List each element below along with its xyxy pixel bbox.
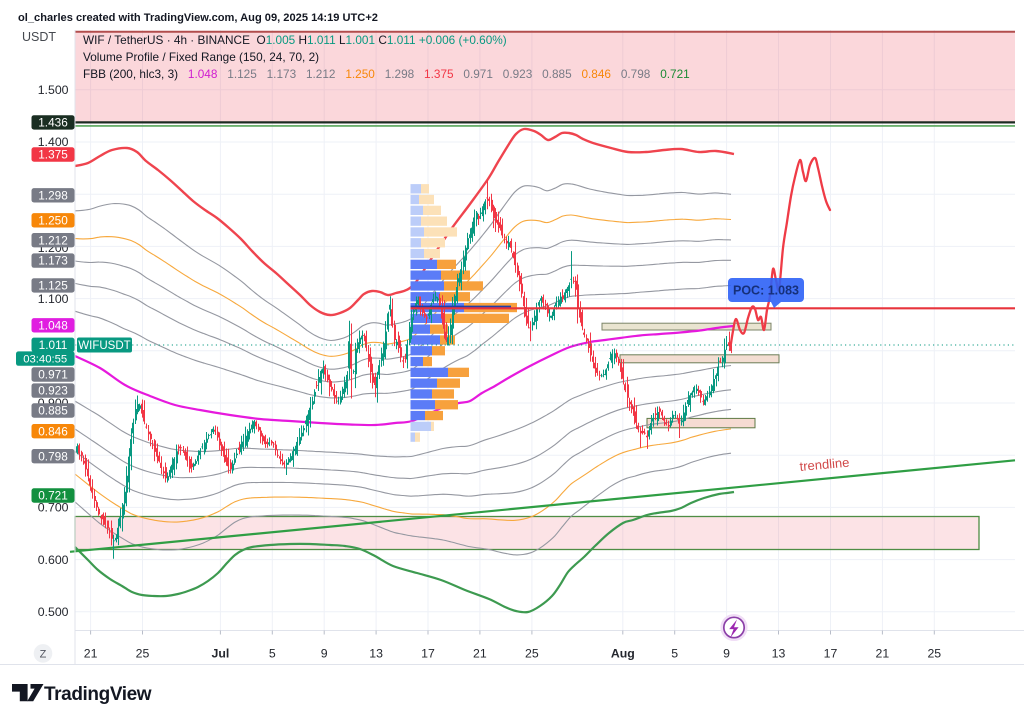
svg-text:POC: 1.083: POC: 1.083 [733, 284, 799, 298]
svg-text:17: 17 [824, 647, 838, 661]
svg-text:TradingView: TradingView [44, 684, 152, 705]
svg-text:USDT: USDT [22, 30, 56, 44]
svg-text:1.500: 1.500 [38, 83, 69, 97]
svg-text:0.700: 0.700 [38, 501, 69, 515]
svg-text:0.600: 0.600 [38, 553, 69, 567]
svg-text:03:40:55: 03:40:55 [23, 354, 67, 366]
svg-text:Z: Z [40, 649, 47, 661]
svg-text:ol_charles created with Tradin: ol_charles created with TradingView.com,… [18, 12, 378, 24]
svg-text:0.721: 0.721 [38, 489, 68, 503]
svg-text:1.011: 1.011 [39, 338, 68, 352]
svg-text:0.971: 0.971 [38, 368, 68, 382]
svg-text:1.375: 1.375 [38, 148, 68, 162]
svg-text:21: 21 [473, 647, 487, 661]
svg-text:17: 17 [421, 647, 435, 661]
svg-text:Aug: Aug [611, 647, 635, 661]
svg-text:21: 21 [876, 647, 890, 661]
svg-text:25: 25 [525, 647, 539, 661]
svg-text:25: 25 [136, 647, 150, 661]
svg-text:Jul: Jul [212, 647, 230, 661]
svg-text:WIF / TetherUS · 4h · BINANCE: WIF / TetherUS · 4h · BINANCE O1.005 H1.… [83, 33, 507, 47]
svg-text:1.100: 1.100 [38, 292, 69, 306]
svg-text:1.298: 1.298 [38, 188, 68, 202]
svg-text:1.250: 1.250 [38, 213, 68, 227]
svg-text:1.212: 1.212 [38, 233, 68, 247]
svg-text:9: 9 [321, 647, 328, 661]
svg-text:1.173: 1.173 [38, 254, 68, 268]
svg-text:13: 13 [369, 647, 383, 661]
svg-text:5: 5 [671, 647, 678, 661]
svg-text:0.885: 0.885 [38, 404, 68, 418]
svg-text:21: 21 [84, 647, 98, 661]
svg-text:1.436: 1.436 [38, 116, 68, 130]
svg-text:0.923: 0.923 [38, 384, 68, 398]
svg-text:1.400: 1.400 [38, 135, 69, 149]
svg-text:9: 9 [723, 647, 730, 661]
svg-text:1.048: 1.048 [38, 318, 68, 332]
svg-text:trendline: trendline [799, 455, 850, 474]
svg-text:Volume Profile / Fixed Range (: Volume Profile / Fixed Range (150, 24, 7… [83, 50, 319, 64]
svg-text:0.500: 0.500 [38, 605, 69, 619]
svg-text:0.846: 0.846 [38, 424, 68, 438]
svg-text:0.798: 0.798 [38, 449, 68, 463]
svg-text:FBB (200, hlc3, 3) 1.048 1: FBB (200, hlc3, 3) 1.048 1.125 1.173 1.2… [83, 67, 690, 81]
svg-text:WIFUSDT: WIFUSDT [78, 340, 130, 352]
svg-text:13: 13 [772, 647, 786, 661]
svg-text:25: 25 [927, 647, 941, 661]
svg-text:1.125: 1.125 [38, 279, 68, 293]
svg-text:5: 5 [269, 647, 276, 661]
